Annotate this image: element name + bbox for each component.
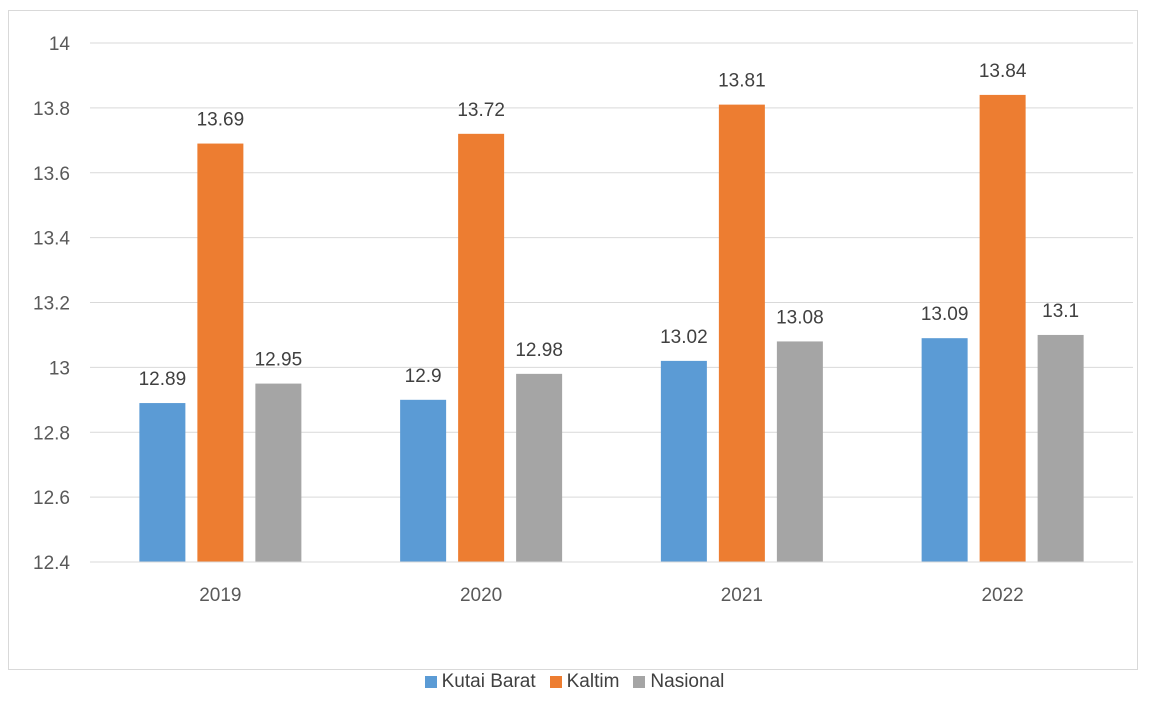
data-label: 12.89 — [139, 369, 187, 390]
bar — [660, 360, 707, 562]
y-tick-label: 13.4 — [33, 229, 70, 250]
bar — [1037, 334, 1084, 562]
legend-swatch-nasional — [633, 676, 646, 688]
legend-item-kutai-barat: Kutai Barat — [424, 671, 536, 693]
legend-swatch-kutai-barat — [424, 676, 437, 688]
y-tick-label: 13.6 — [33, 164, 70, 185]
data-label: 13.1 — [1042, 301, 1079, 322]
bar-chart: 12.4 12.6 12.8 13 13.2 13.4 13.6 13.8 14 12.89 13.… — [33, 34, 1133, 606]
y-tick-label: 12.4 — [33, 553, 70, 574]
y-tick-label: 12.6 — [33, 488, 70, 509]
y-tick-label: 13 — [49, 358, 70, 379]
bar — [255, 383, 302, 562]
bar — [516, 373, 563, 562]
legend-label-kutai-barat: Kutai Barat — [441, 671, 536, 692]
data-label: 13.69 — [197, 110, 245, 131]
legend-swatch-kaltim — [549, 676, 562, 688]
legend-label-nasional: Nasional — [650, 671, 725, 692]
y-tick-label: 12.8 — [33, 423, 70, 444]
bar — [400, 399, 447, 562]
bar — [979, 94, 1026, 563]
x-tick-label: 2019 — [199, 585, 241, 606]
data-label: 13.08 — [776, 307, 824, 328]
x-tick-label: 2020 — [460, 585, 502, 606]
y-tick-label: 13.2 — [33, 294, 70, 315]
data-label: 13.02 — [660, 327, 708, 348]
data-label: 12.95 — [255, 350, 303, 371]
y-tick-label: 13.8 — [33, 99, 70, 120]
bar — [718, 104, 765, 562]
data-label: 13.09 — [921, 304, 969, 325]
chart-legend: Kutai Barat Kaltim Nasional — [0, 662, 1149, 702]
data-label: 13.81 — [718, 71, 766, 92]
bar — [921, 338, 968, 562]
x-tick-label: 2022 — [981, 585, 1023, 606]
bar — [197, 143, 244, 562]
legend-item-kaltim: Kaltim — [549, 671, 620, 693]
x-tick-label: 2021 — [721, 585, 763, 606]
data-label: 12.9 — [405, 366, 442, 387]
data-label: 13.84 — [979, 61, 1027, 82]
data-label: 12.98 — [515, 340, 563, 361]
legend-label-kaltim: Kaltim — [566, 671, 620, 692]
legend-item-nasional: Nasional — [633, 671, 724, 693]
data-label: 13.72 — [457, 100, 505, 121]
bar — [776, 341, 823, 562]
bar — [139, 403, 186, 562]
bar — [458, 133, 505, 562]
y-tick-label: 14 — [49, 34, 71, 55]
